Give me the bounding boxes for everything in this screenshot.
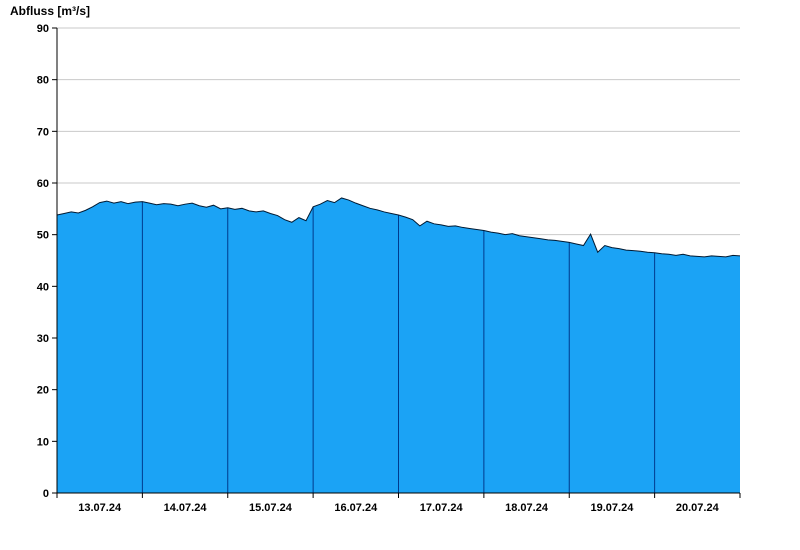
x-axis-date-label: 19.07.24	[591, 502, 635, 514]
chart-title: Abfluss [m³/s]	[10, 4, 91, 18]
y-axis-tick-label: 20	[37, 385, 49, 397]
x-axis-date-label: 17.07.24	[420, 502, 464, 514]
y-axis-tick-label: 70	[37, 126, 49, 138]
y-axis-tick-label: 90	[37, 23, 49, 35]
y-axis-tick-label: 60	[37, 178, 49, 190]
x-axis-date-label: 14.07.24	[164, 502, 208, 514]
x-axis-date-label: 18.07.24	[505, 502, 549, 514]
x-axis-date-label: 15.07.24	[249, 502, 293, 514]
y-axis-tick-label: 80	[37, 75, 49, 87]
y-axis-tick-label: 40	[37, 281, 49, 293]
y-axis-tick-label: 0	[43, 488, 49, 500]
discharge-line	[56, 197, 741, 258]
x-axis-date-label: 13.07.24	[78, 502, 122, 514]
x-axis-date-label: 16.07.24	[334, 502, 378, 514]
x-axis-date-label: 20.07.24	[676, 502, 720, 514]
y-axis-tick-label: 30	[37, 333, 49, 345]
y-axis-tick-label: 10	[37, 436, 49, 448]
y-axis-tick-label: 50	[37, 230, 49, 242]
